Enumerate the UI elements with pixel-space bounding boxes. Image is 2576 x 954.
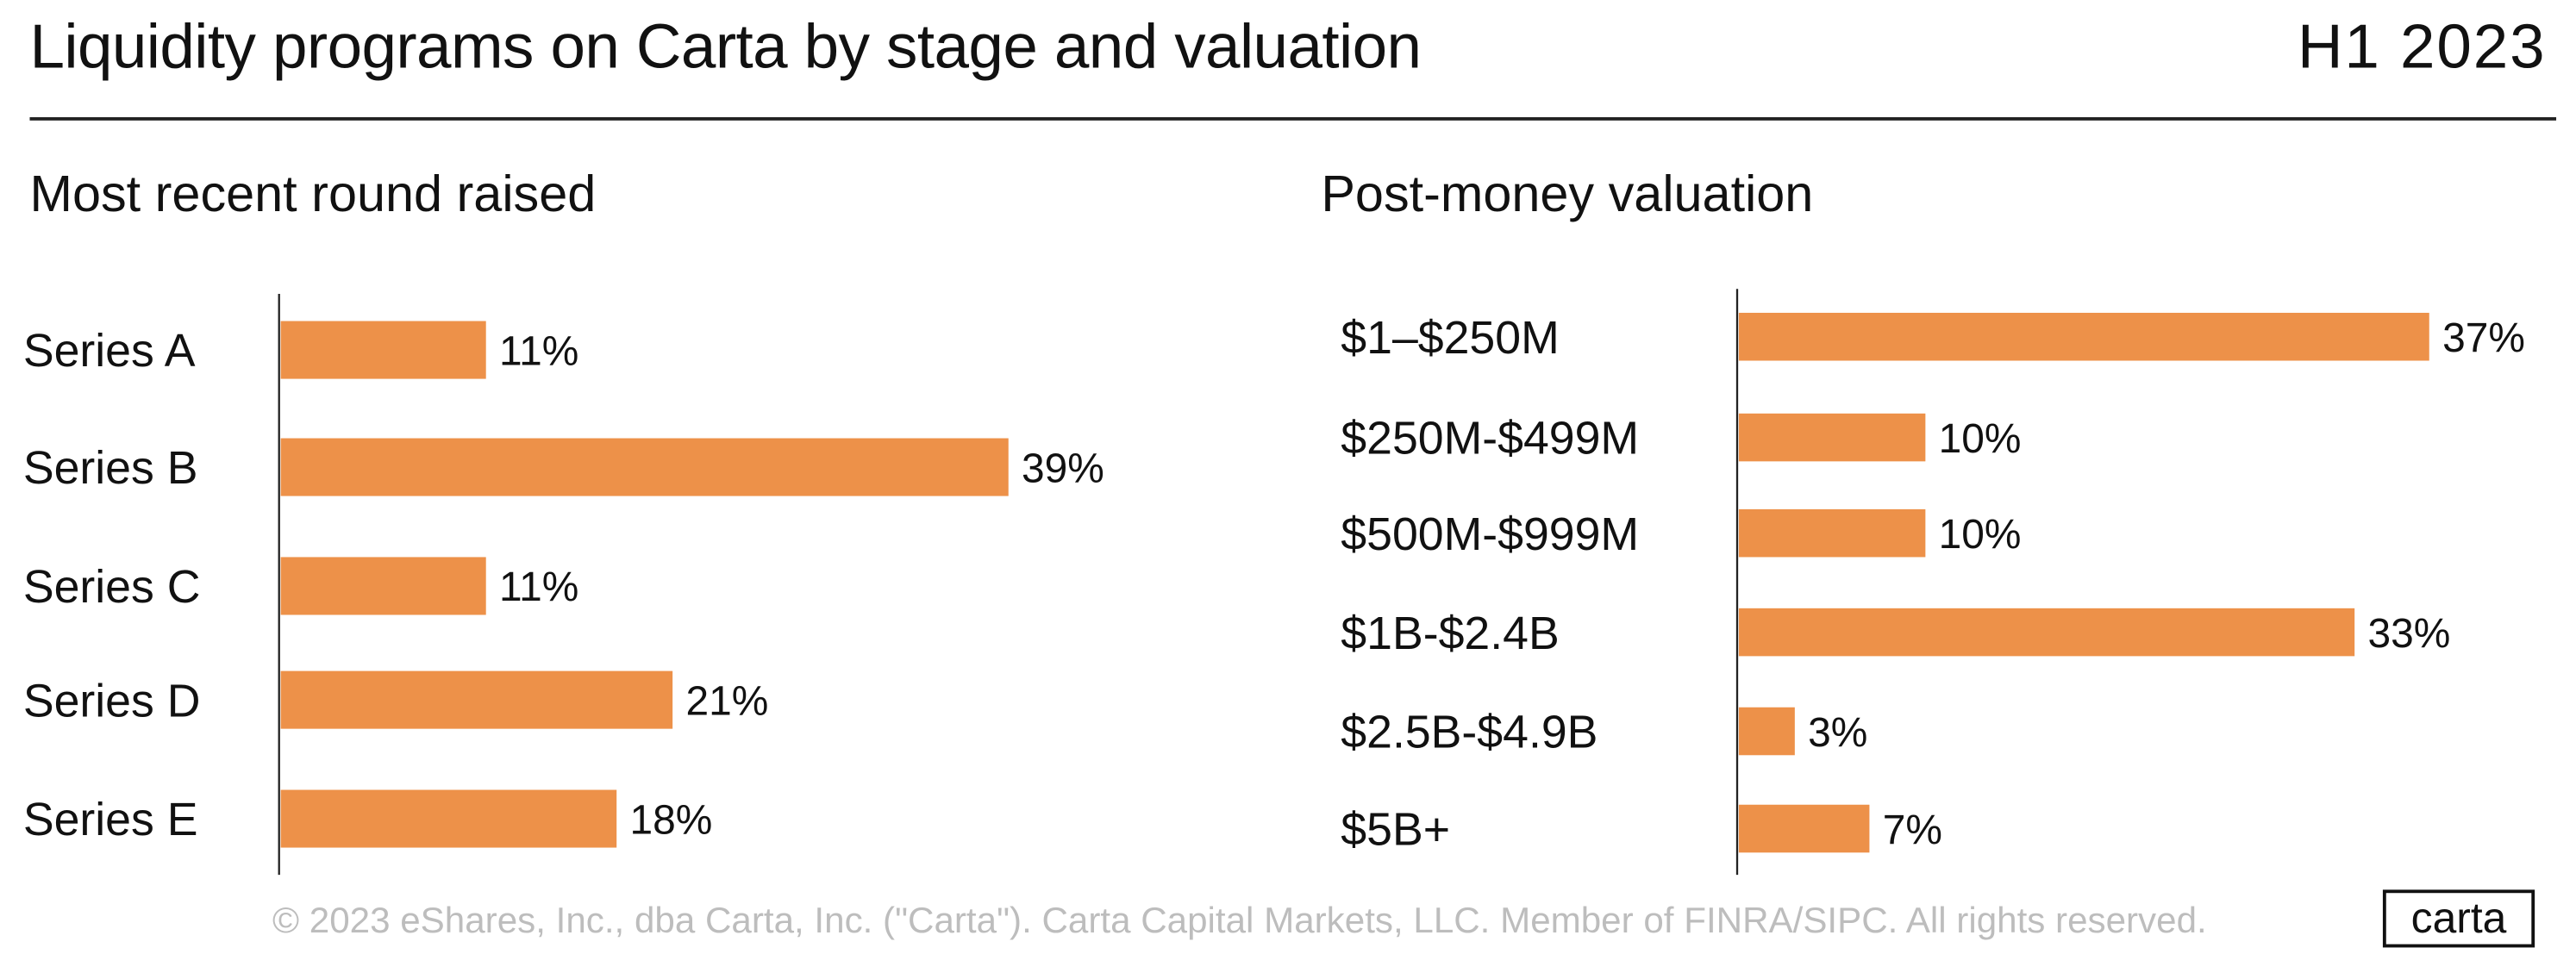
data-label: 39% — [1022, 446, 1104, 491]
page-title: Liquidity programs on Carta by stage and… — [29, 13, 1422, 83]
bar — [1738, 804, 1870, 853]
data-label: 10% — [1939, 416, 2022, 462]
right-chart-title: Post-money valuation — [1321, 165, 1814, 223]
data-label: 10% — [1939, 512, 2022, 558]
bar — [1738, 707, 1795, 756]
data-label: 21% — [685, 678, 768, 724]
category-label: $500M-$999M — [1341, 508, 1639, 560]
category-label: $250M-$499M — [1341, 413, 1639, 465]
bar — [280, 670, 673, 729]
data-label: 7% — [1883, 807, 1942, 853]
category-label: Series C — [23, 561, 201, 613]
bar — [280, 789, 617, 848]
bar — [1738, 508, 1926, 558]
carta-logo: carta — [2382, 889, 2535, 948]
category-label: $1B-$2.4B — [1341, 608, 1559, 659]
period-label: H1 2023 — [2297, 13, 2547, 83]
data-label: 11% — [499, 564, 578, 610]
category-label: $5B+ — [1341, 804, 1450, 856]
category-label: $2.5B-$4.9B — [1341, 707, 1597, 758]
category-label: Series E — [23, 794, 198, 845]
data-label: 37% — [2442, 315, 2525, 361]
data-label: 18% — [630, 797, 713, 843]
bar — [280, 557, 486, 615]
category-label: Series A — [23, 325, 196, 377]
bar — [280, 321, 486, 379]
bar — [1738, 608, 2355, 657]
data-label: 33% — [2367, 611, 2450, 657]
bar — [280, 438, 1009, 496]
copyright-footer: © 2023 eShares, Inc., dba Carta, Inc. ("… — [272, 899, 2207, 941]
data-label: 3% — [1808, 710, 1867, 756]
bar — [1738, 312, 2429, 361]
category-label: Series D — [23, 675, 201, 726]
left-chart-title: Most recent round raised — [29, 165, 597, 223]
bar — [1738, 413, 1926, 462]
category-label: Series B — [23, 442, 198, 494]
data-label: 11% — [499, 328, 578, 374]
title-divider — [29, 116, 2557, 121]
category-label: $1–$250M — [1341, 312, 1559, 364]
